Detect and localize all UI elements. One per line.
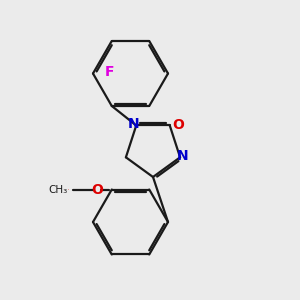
Text: N: N <box>177 149 188 163</box>
Text: O: O <box>172 118 184 132</box>
Text: O: O <box>92 182 103 197</box>
Text: O: O <box>68 189 69 190</box>
Text: F: F <box>104 65 114 79</box>
Text: CH₃: CH₃ <box>48 184 68 194</box>
Text: N: N <box>128 117 140 131</box>
